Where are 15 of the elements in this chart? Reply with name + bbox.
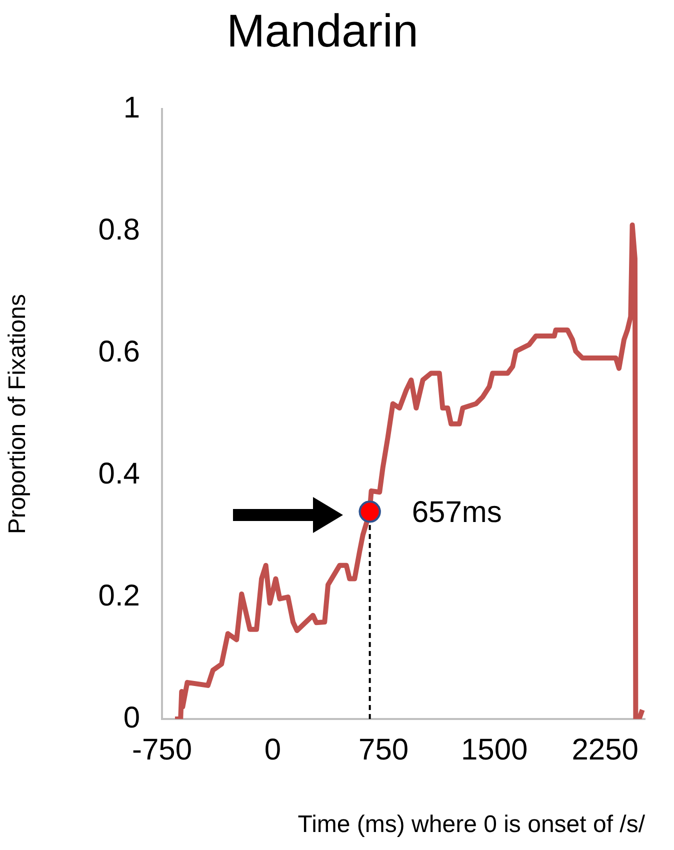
y-axis-title: Proportion of Fixations <box>4 294 32 534</box>
y-tick-label: 0.8 <box>98 213 140 246</box>
x-tick-label: 750 <box>358 733 409 766</box>
x-tick-label: 1500 <box>460 733 528 766</box>
annotation: 657ms <box>412 496 502 529</box>
y-tick-label: 1 <box>123 91 140 124</box>
y-tick-label: 0.2 <box>98 579 140 612</box>
y-tick-label: 0.4 <box>98 457 140 490</box>
y-tick-label: 0 <box>123 701 140 734</box>
x-tick-label: 0 <box>264 733 282 766</box>
y-tick-label: 0.6 <box>98 335 140 368</box>
x-tick-label: -750 <box>132 733 192 766</box>
chart-title: Mandarin <box>226 4 418 56</box>
x-tick-label: 2250 <box>572 733 638 766</box>
x-axis-title: Time (ms) where 0 is onset of /s/ <box>298 811 646 838</box>
